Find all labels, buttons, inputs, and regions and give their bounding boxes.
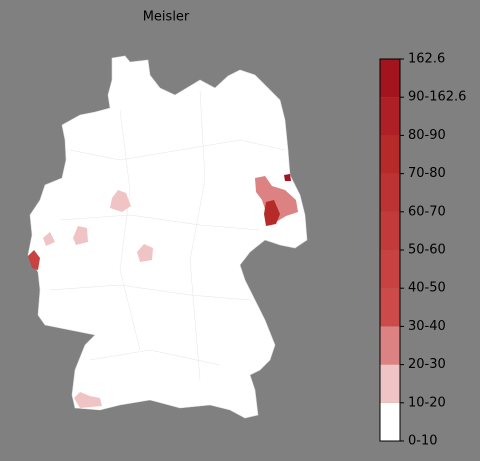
colorbar-segment (380, 250, 400, 289)
colorbar-frame (379, 58, 401, 442)
colorbar-segment (380, 135, 400, 174)
colorbar-segment (380, 59, 400, 98)
region-high (264, 200, 280, 226)
colorbar: 0-10 10-20 20-30 30-40 40-50 50-60 60-70 70-80 8… (379, 52, 466, 449)
colorbar-label: 40-50 (408, 281, 446, 296)
germany-outline (27, 55, 308, 419)
colorbar-label: 162.6 (408, 52, 445, 67)
colorbar-label: 80-90 (408, 128, 446, 143)
region-low (43, 232, 55, 246)
region-low (137, 244, 153, 262)
colorbar-segment (380, 211, 400, 250)
region-low (73, 226, 88, 245)
map-title: Meisler (143, 10, 190, 25)
colorbar-label: 70-80 (408, 166, 446, 181)
colorbar-segment (380, 402, 400, 441)
colorbar-label: 90-162.6 (408, 90, 466, 105)
region-mid (28, 250, 40, 270)
colorbar-label: 20-30 (408, 357, 446, 372)
colorbar-segment (380, 97, 400, 136)
colorbar-label: 0-10 (408, 434, 438, 449)
district-lines (49, 89, 286, 381)
colorbar-segment (380, 288, 400, 327)
region-low (74, 392, 102, 408)
colorbar-segment (380, 364, 400, 403)
colorbar-segment (380, 173, 400, 212)
colorbar-label: 30-40 (408, 319, 446, 334)
colorbar-segment (380, 326, 400, 365)
germany-map (27, 55, 308, 419)
colorbar-label: 50-60 (408, 243, 446, 258)
colorbar-label: 10-20 (408, 395, 446, 410)
region-low (110, 190, 131, 212)
colorbar-label: 60-70 (408, 204, 446, 219)
region-top (284, 174, 291, 181)
